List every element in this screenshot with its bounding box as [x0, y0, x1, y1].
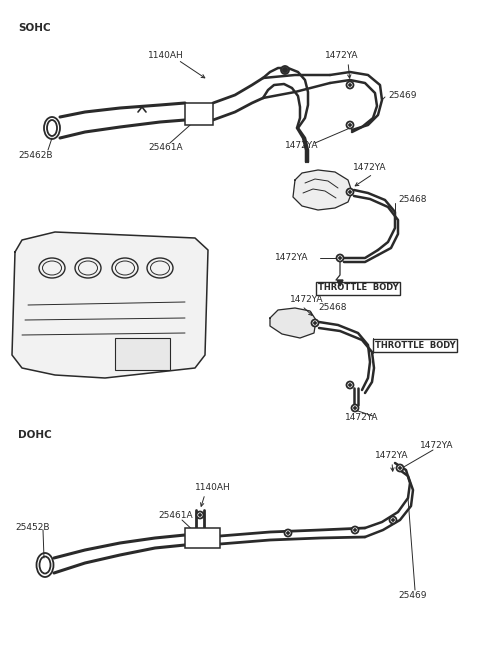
- Text: SOHC: SOHC: [18, 23, 50, 33]
- Circle shape: [347, 122, 353, 129]
- Circle shape: [281, 66, 289, 74]
- Text: 25469: 25469: [398, 591, 427, 599]
- Text: 1140AH: 1140AH: [148, 51, 184, 60]
- Circle shape: [348, 83, 351, 87]
- Text: 1472YA: 1472YA: [290, 296, 324, 304]
- Circle shape: [282, 67, 288, 73]
- Circle shape: [284, 68, 287, 72]
- Circle shape: [285, 530, 291, 537]
- Bar: [316, 281, 400, 294]
- Circle shape: [336, 254, 344, 261]
- Text: 1140AH: 1140AH: [195, 484, 231, 493]
- Text: 25461A: 25461A: [158, 510, 192, 520]
- Text: 25461A: 25461A: [148, 143, 182, 152]
- Text: 1472YA: 1472YA: [325, 51, 359, 60]
- Text: 25452B: 25452B: [15, 524, 49, 533]
- Circle shape: [347, 189, 353, 196]
- Circle shape: [348, 191, 351, 194]
- Circle shape: [353, 528, 357, 532]
- Circle shape: [392, 518, 395, 522]
- Text: THROTTLE  BODY: THROTTLE BODY: [375, 340, 456, 350]
- Polygon shape: [12, 232, 208, 378]
- Polygon shape: [337, 280, 343, 286]
- Circle shape: [287, 532, 289, 535]
- Circle shape: [199, 514, 202, 516]
- Text: THROTTLE  BODY: THROTTLE BODY: [318, 284, 398, 292]
- Circle shape: [389, 516, 396, 524]
- Text: 25468: 25468: [318, 304, 347, 313]
- Polygon shape: [270, 308, 316, 338]
- Text: 25462B: 25462B: [18, 150, 52, 160]
- Bar: [115, 338, 170, 370]
- Circle shape: [347, 382, 353, 388]
- Circle shape: [353, 407, 357, 409]
- Text: 1472YA: 1472YA: [275, 254, 309, 263]
- Bar: [185, 528, 220, 548]
- Text: 1472YA: 1472YA: [353, 164, 386, 173]
- Circle shape: [312, 319, 319, 327]
- Circle shape: [196, 512, 204, 518]
- Bar: [185, 103, 213, 125]
- Text: DOHC: DOHC: [18, 430, 52, 440]
- Circle shape: [396, 464, 404, 472]
- Circle shape: [398, 466, 401, 470]
- Text: 1472YA: 1472YA: [285, 141, 319, 150]
- Circle shape: [351, 405, 359, 411]
- Polygon shape: [293, 170, 352, 210]
- Text: 1472YA: 1472YA: [345, 413, 379, 422]
- Text: 25468: 25468: [398, 196, 427, 204]
- Circle shape: [348, 124, 351, 127]
- Circle shape: [347, 81, 353, 89]
- Circle shape: [348, 384, 351, 386]
- Bar: [373, 338, 457, 351]
- Text: 1472YA: 1472YA: [420, 440, 454, 449]
- Circle shape: [338, 256, 341, 260]
- Circle shape: [351, 526, 359, 533]
- Text: 1472YA: 1472YA: [375, 451, 408, 459]
- Text: 25469: 25469: [388, 91, 417, 99]
- Circle shape: [313, 321, 316, 325]
